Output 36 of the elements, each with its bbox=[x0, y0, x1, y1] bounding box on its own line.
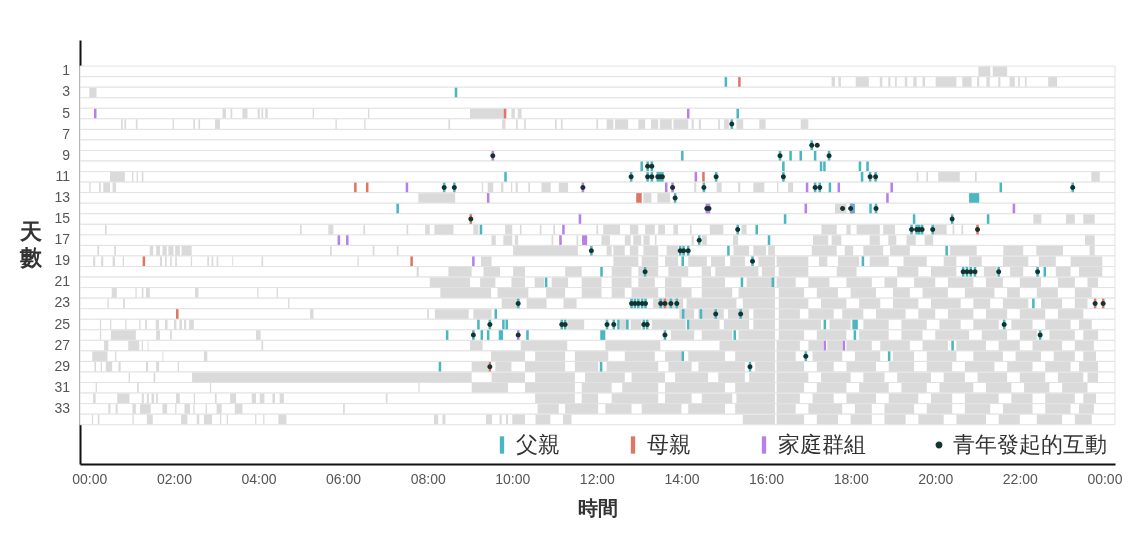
y-tick-label: 7 bbox=[62, 125, 71, 142]
y-tick-label: 5 bbox=[62, 104, 71, 121]
legend-label: 家庭群組 bbox=[778, 432, 866, 457]
x-tick-label: 02:00 bbox=[156, 470, 193, 487]
x-tick-label: 14:00 bbox=[664, 470, 700, 487]
x-tick-label: 00:00 bbox=[1087, 470, 1123, 487]
y-tick-label: 21 bbox=[54, 273, 71, 290]
y-axis-title: 天數 bbox=[18, 218, 43, 270]
y-tick-label: 33 bbox=[54, 399, 71, 416]
y-tick-label: 3 bbox=[62, 83, 71, 100]
x-tick-label: 06:00 bbox=[326, 470, 362, 487]
x-tick-label: 18:00 bbox=[833, 470, 869, 487]
x-tick-label: 08:00 bbox=[410, 470, 446, 487]
x-tick-label: 20:00 bbox=[918, 470, 954, 487]
x-tick-label: 16:00 bbox=[749, 470, 785, 487]
y-tick-label: 11 bbox=[55, 167, 71, 184]
y-tick-label: 23 bbox=[54, 294, 71, 311]
y-tick-label: 9 bbox=[62, 146, 71, 163]
x-tick-label: 04:00 bbox=[241, 470, 277, 487]
y-tick-label: 19 bbox=[54, 252, 71, 269]
x-tick-label: 00:00 bbox=[72, 470, 108, 487]
y-tick-label: 15 bbox=[54, 210, 71, 227]
y-tick-label: 31 bbox=[54, 378, 71, 395]
y-tick-label: 25 bbox=[54, 315, 71, 332]
x-tick-label: 22:00 bbox=[1002, 470, 1039, 487]
legend-label: 青年發起的互動 bbox=[953, 432, 1107, 457]
y-tick-label: 17 bbox=[54, 231, 71, 248]
y-tick-label: 1 bbox=[62, 62, 71, 79]
x-tick-label: 12:00 bbox=[579, 470, 616, 487]
x-axis-title: 時間 bbox=[578, 496, 618, 519]
legend-label: 父親 bbox=[516, 432, 560, 457]
x-tick-label: 10:00 bbox=[495, 470, 531, 487]
y-tick-label: 29 bbox=[54, 357, 71, 374]
legend-label: 母親 bbox=[647, 432, 691, 457]
y-tick-label: 27 bbox=[54, 336, 71, 353]
y-tick-label: 13 bbox=[54, 188, 71, 205]
